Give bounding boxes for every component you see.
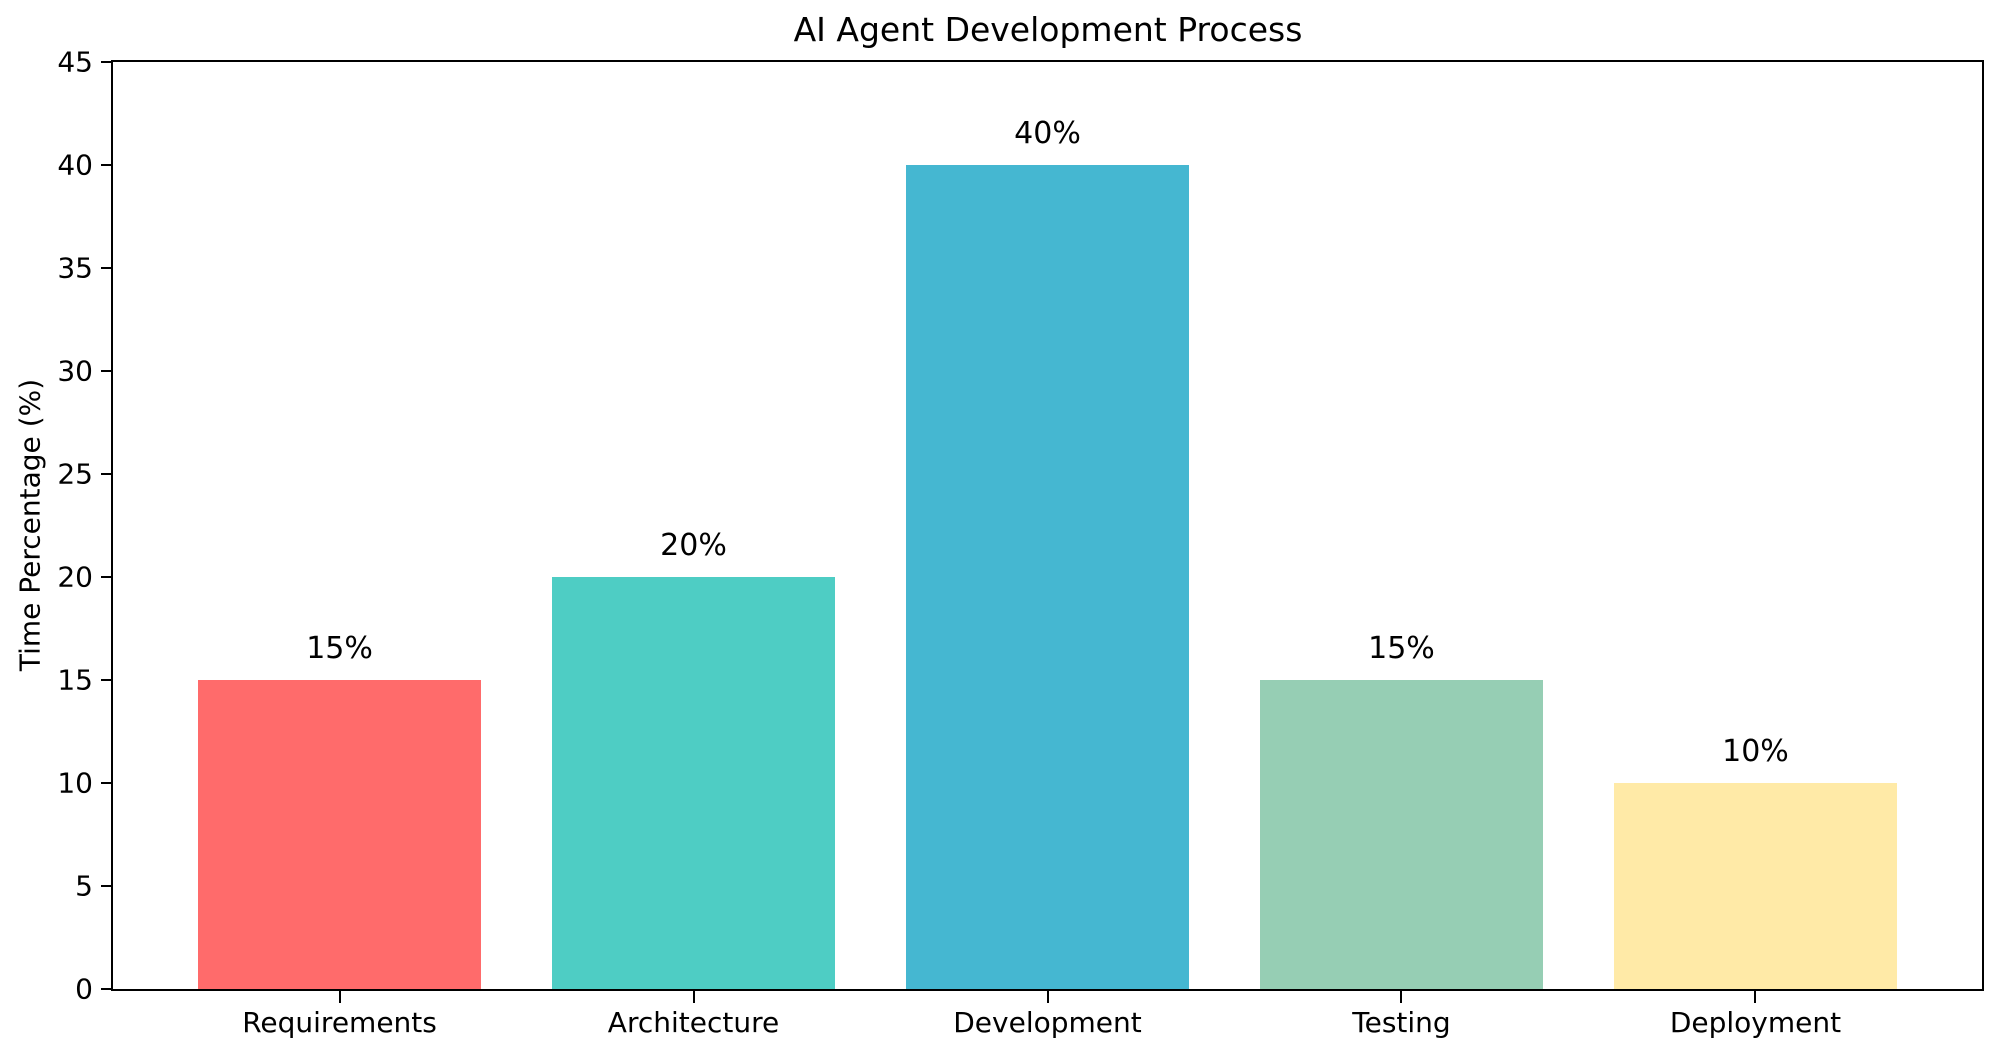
x-tick-mark — [692, 991, 695, 1003]
y-tick-mark — [101, 576, 113, 578]
y-tick-label: 5 — [75, 869, 93, 903]
bar-value-label: 40% — [1014, 116, 1081, 152]
y-tick-label: 40 — [57, 148, 93, 182]
y-tick-mark — [101, 164, 113, 166]
bar-architecture — [551, 577, 836, 989]
bar-value-label: 20% — [660, 528, 727, 564]
y-tick-mark — [101, 61, 113, 63]
y-tick-mark — [101, 370, 113, 372]
y-tick-mark — [101, 988, 113, 990]
y-tick-mark — [101, 473, 113, 475]
x-tick-label: Testing — [1352, 1006, 1451, 1039]
bar-deployment — [1613, 783, 1898, 989]
y-tick-label: 35 — [57, 251, 93, 285]
y-axis-label: Time Percentage (%) — [13, 378, 47, 672]
x-tick-mark — [338, 991, 341, 1003]
bar-development — [905, 165, 1190, 989]
bar-value-label: 10% — [1722, 734, 1789, 770]
y-tick-label: 25 — [57, 457, 93, 491]
bar-value-label: 15% — [1368, 631, 1435, 667]
y-tick-mark — [101, 267, 113, 269]
x-tick-label: Architecture — [607, 1006, 780, 1039]
bar-requirements — [197, 680, 482, 989]
y-tick-label: 20 — [57, 560, 93, 594]
bar-value-label: 15% — [306, 631, 373, 667]
x-tick-label: Requirements — [242, 1006, 437, 1039]
y-tick-label: 45 — [57, 45, 93, 79]
x-tick-mark — [1400, 991, 1403, 1003]
chart-title: AI Agent Development Process — [793, 10, 1303, 49]
y-tick-mark — [101, 885, 113, 887]
bar-testing — [1259, 680, 1544, 989]
x-tick-mark — [1046, 991, 1049, 1003]
plot-area: 15% 20% 40% 15% 10% — [111, 60, 1984, 991]
x-tick-label: Deployment — [1669, 1006, 1842, 1039]
y-tick-mark — [101, 679, 113, 681]
y-tick-mark — [101, 782, 113, 784]
x-tick-label: Development — [953, 1006, 1142, 1039]
y-tick-label: 30 — [57, 354, 93, 388]
x-tick-mark — [1754, 991, 1757, 1003]
y-tick-label: 0 — [75, 972, 93, 1006]
y-tick-label: 10 — [57, 766, 93, 800]
y-tick-label: 15 — [57, 663, 93, 697]
